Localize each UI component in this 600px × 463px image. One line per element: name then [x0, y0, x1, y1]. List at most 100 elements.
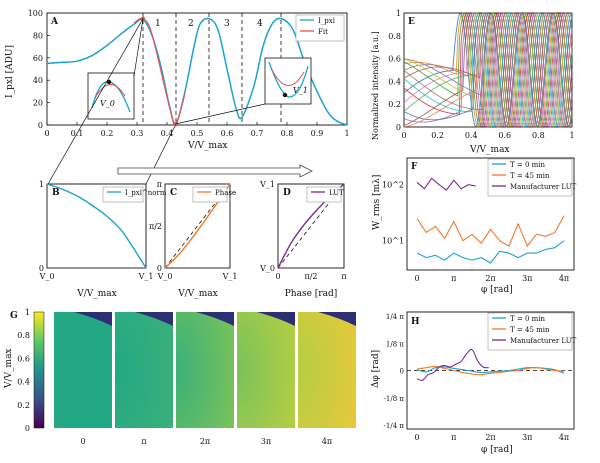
legend-entry: T = 0 min: [510, 161, 546, 169]
panel-h-ytick-label: -1/8 π: [384, 395, 405, 403]
panel-c-ytick-label: 0: [157, 264, 162, 273]
panel-f-ytick-label: 10^1: [382, 237, 404, 246]
legend-entry: Manufacturer LUT: [510, 337, 577, 345]
panel-e-ytick-label: 0.8: [388, 32, 401, 41]
panel-a-xtick-label: 0.8: [281, 129, 294, 138]
panel-e-ytick-label: 0.6: [388, 55, 401, 64]
panel-h-xtick-label: 3π: [522, 433, 532, 442]
panel-label-g: G: [10, 311, 18, 321]
panel-e-series-line: [403, 12, 573, 128]
panel-h-ytick-label: -1/4 π: [384, 422, 405, 430]
panel-label-e: E: [408, 17, 415, 27]
panel-h-xtick-label: 2π: [485, 433, 495, 442]
panel-d-xtick-label: π: [341, 272, 346, 281]
panel-c-ytick-label: π/2: [149, 222, 162, 231]
panel-f-xtick-label: 0: [414, 274, 419, 283]
panel-g-heatmap-corner: [135, 312, 173, 326]
panel-e-xlabel: V/V_max: [469, 145, 510, 155]
panel-e-ytick-label: 1: [396, 9, 401, 18]
panel-f-ytick-label: 10^2: [382, 181, 404, 190]
panel-a-xlabel: V/V_max: [187, 141, 228, 151]
panel-label-d: D: [283, 188, 291, 198]
panel-f-ylabel: W_rms [mλ]: [372, 175, 382, 230]
panel-a-ytick-label: 100: [28, 9, 43, 18]
panel-d-ytick-label: V_0: [259, 264, 275, 273]
panel-h-xtick-label: 0: [414, 433, 419, 442]
panel-c-xtick-label: V_1: [222, 272, 238, 281]
panel-a-zoom-line: [47, 18, 144, 185]
panel-e-series-line: [403, 12, 573, 128]
panel-e-series-line: [403, 12, 573, 128]
panel-a-xtick-label: 0.9: [311, 129, 324, 138]
panel-c-diagonal: [164, 183, 231, 269]
panel-c-legend: [192, 186, 228, 203]
panel-e-ylabel: Normalized intensity [a.u.]: [371, 31, 380, 140]
legend-entry: T = 45 min: [510, 326, 550, 334]
panel-f-legend: [487, 158, 573, 197]
panel-h-xtick-label: π: [451, 433, 456, 442]
panel-h-ylabel: Δφ [rad]: [371, 350, 381, 388]
panel-g-heatmap-cell: [176, 312, 234, 428]
panel-d-axes: [277, 183, 345, 269]
panel-c-xlabel: V/V_max: [177, 289, 218, 299]
panel-a-inset-v1-point: [282, 92, 288, 98]
legend-entry: LUT: [329, 189, 344, 197]
panel-g-heatmap-cell: [54, 312, 112, 428]
panel-a-ytick-label: 60: [33, 54, 43, 63]
panel-g-column-label: 0: [80, 437, 85, 446]
legend-entry: I_pxl^norm: [125, 189, 167, 197]
panel-a-xtick-label: 0.3: [131, 129, 144, 138]
panel-d-ytick-label: V_1: [259, 180, 275, 189]
panel-g-ytick-label: 0.6: [17, 354, 30, 363]
panel-e-xtick-label: 0.4: [465, 131, 478, 140]
panel-a-xtick-label: 0.7: [251, 129, 264, 138]
panel-label-b: B: [52, 188, 60, 198]
panel-a-region-label: 2: [188, 19, 194, 29]
panel-b-legend: [102, 186, 144, 203]
panel-h-ytick-label: 1/8 π: [386, 340, 404, 348]
panel-h-ytick-label: 0: [400, 368, 404, 376]
panel-d-xtick-label: π/2: [304, 272, 317, 281]
panel-label-h: H: [411, 317, 420, 327]
panel-h-xlabel: φ [rad]: [481, 445, 513, 455]
panel-a-xtick-label: 0.5: [191, 129, 204, 138]
panel-h-legend: [487, 312, 573, 351]
panel-a-ytick-label: 40: [33, 76, 43, 85]
panel-g-colorbar: [33, 311, 45, 429]
panel-b-axes: [46, 183, 147, 269]
panel-g-heatmap-corner: [257, 312, 295, 326]
panel-f-xtick-label: 4π: [559, 274, 569, 283]
panel-e-series-line: [403, 12, 573, 128]
panel-a-ytick-label: 0: [38, 121, 43, 130]
legend-entry: Phase: [215, 189, 236, 197]
panel-a-fit-line: [133, 17, 186, 126]
legend-entry: T = 0 min: [510, 315, 546, 323]
panel-f-xtick-label: π: [451, 274, 456, 283]
panel-a-xtick-label: 0.2: [101, 129, 114, 138]
panel-h-xtick-label: 4π: [559, 433, 569, 442]
panel-f-series-line: [416, 215, 565, 248]
panel-e-series-line: [403, 12, 573, 129]
panel-b-xtick-label: V_0: [39, 272, 55, 281]
panel-g-ytick-label: 0: [25, 424, 30, 433]
panel-f-series-line: [416, 240, 565, 264]
panel-f-axes: [406, 157, 575, 271]
panel-e-series-line: [403, 12, 573, 128]
panel-f-xtick-label: 2π: [485, 274, 495, 283]
panel-a-xtick-label: 0.6: [221, 129, 234, 138]
panel-g-column-label: π: [141, 437, 146, 446]
panel-d-xtick-label: 0: [275, 272, 280, 281]
panel-g-heatmap-corner: [318, 312, 356, 326]
panel-a-ylabel: I_pxl [ADU]: [5, 45, 15, 98]
panel-a-xtick-label: 0: [44, 129, 49, 138]
panel-e-xtick-label: 0.2: [431, 131, 444, 140]
panel-b-ytick-label: 0: [39, 264, 44, 273]
panel-a-inset-v1-fit: [271, 69, 305, 86]
panel-b-xtick-label: V_1: [138, 272, 154, 281]
panel-g-column-label: 3π: [261, 437, 271, 446]
legend-entry: I_pxl: [318, 17, 336, 25]
panel-a-inset-v0-fit: [94, 84, 126, 99]
panel-e-xtick-label: 0: [401, 131, 406, 140]
panel-a-region-label: 3: [224, 19, 230, 29]
